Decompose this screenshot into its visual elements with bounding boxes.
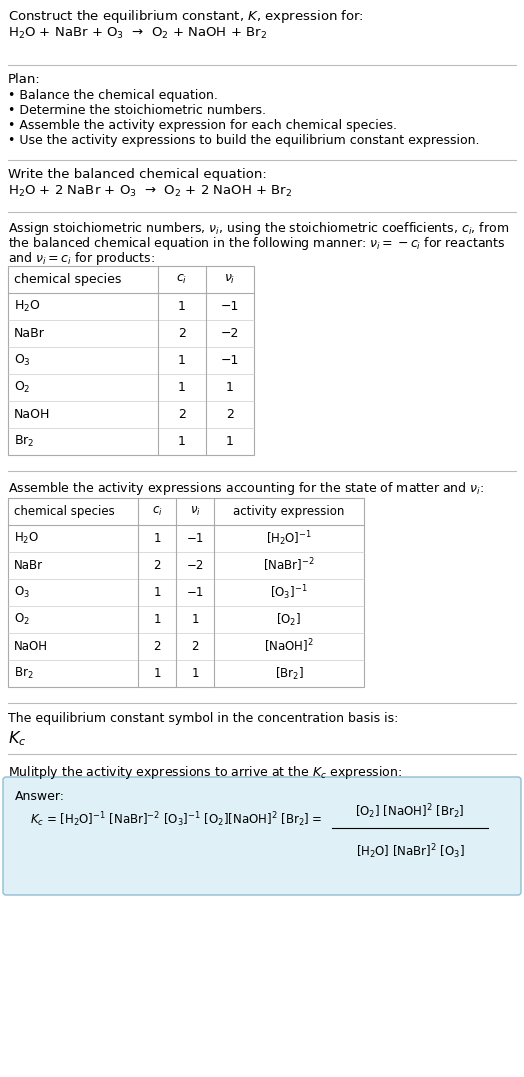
Text: 1: 1 <box>226 381 234 394</box>
Text: 2: 2 <box>191 640 199 653</box>
Text: 2: 2 <box>153 559 161 572</box>
Text: −1: −1 <box>221 354 239 367</box>
Text: 2: 2 <box>153 640 161 653</box>
Text: $\nu_i$: $\nu_i$ <box>224 272 236 286</box>
Text: O$_2$: O$_2$ <box>14 380 30 395</box>
Text: $\nu_i$: $\nu_i$ <box>190 505 200 518</box>
FancyBboxPatch shape <box>3 777 521 895</box>
Text: Br$_2$: Br$_2$ <box>14 666 34 681</box>
Text: 1: 1 <box>191 613 199 626</box>
Text: 1: 1 <box>153 586 161 599</box>
Text: • Balance the chemical equation.: • Balance the chemical equation. <box>8 89 218 102</box>
Text: [NaBr]$^{-2}$: [NaBr]$^{-2}$ <box>263 557 315 574</box>
Text: Construct the equilibrium constant, $K$, expression for:: Construct the equilibrium constant, $K$,… <box>8 8 364 25</box>
Text: The equilibrium constant symbol in the concentration basis is:: The equilibrium constant symbol in the c… <box>8 712 398 725</box>
Text: −1: −1 <box>187 532 204 545</box>
Text: O$_3$: O$_3$ <box>14 353 31 368</box>
Bar <box>8 266 254 454</box>
Text: NaOH: NaOH <box>14 640 48 653</box>
Text: 1: 1 <box>153 667 161 680</box>
Text: activity expression: activity expression <box>233 505 345 518</box>
Text: $c_i$: $c_i$ <box>151 505 162 518</box>
Text: 1: 1 <box>178 381 186 394</box>
Text: Br$_2$: Br$_2$ <box>14 434 35 449</box>
Text: 1: 1 <box>178 300 186 313</box>
Text: −2: −2 <box>221 327 239 340</box>
Text: 1: 1 <box>191 667 199 680</box>
Text: [H$_2$O] [NaBr]$^2$ [O$_3$]: [H$_2$O] [NaBr]$^2$ [O$_3$] <box>355 842 464 861</box>
Text: chemical species: chemical species <box>14 272 122 286</box>
Text: Assign stoichiometric numbers, $\nu_i$, using the stoichiometric coefficients, $: Assign stoichiometric numbers, $\nu_i$, … <box>8 220 509 237</box>
Text: • Assemble the activity expression for each chemical species.: • Assemble the activity expression for e… <box>8 118 397 132</box>
Text: [Br$_2$]: [Br$_2$] <box>275 666 303 682</box>
Text: $c_i$: $c_i$ <box>177 272 188 286</box>
Text: • Use the activity expressions to build the equilibrium constant expression.: • Use the activity expressions to build … <box>8 134 479 146</box>
Text: 2: 2 <box>226 408 234 421</box>
Text: −1: −1 <box>187 586 204 599</box>
Text: −2: −2 <box>187 559 204 572</box>
Text: $K_c$ = [H$_2$O]$^{-1}$ [NaBr]$^{-2}$ [O$_3$]$^{-1}$ [O$_2$][NaOH]$^2$ [Br$_2$] : $K_c$ = [H$_2$O]$^{-1}$ [NaBr]$^{-2}$ [O… <box>30 811 323 829</box>
Text: 1: 1 <box>226 435 234 448</box>
Text: [O$_2$]: [O$_2$] <box>277 612 302 628</box>
Text: 1: 1 <box>178 435 186 448</box>
Text: [O$_2$] [NaOH]$^2$ [Br$_2$]: [O$_2$] [NaOH]$^2$ [Br$_2$] <box>355 802 465 821</box>
Text: 2: 2 <box>178 327 186 340</box>
Text: −1: −1 <box>221 300 239 313</box>
Text: Plan:: Plan: <box>8 73 41 86</box>
Text: 2: 2 <box>178 408 186 421</box>
Text: O$_3$: O$_3$ <box>14 585 30 600</box>
Text: NaOH: NaOH <box>14 408 50 421</box>
Text: 1: 1 <box>153 532 161 545</box>
Text: H$_2$O + 2 NaBr + O$_3$  →  O$_2$ + 2 NaOH + Br$_2$: H$_2$O + 2 NaBr + O$_3$ → O$_2$ + 2 NaOH… <box>8 184 292 199</box>
Bar <box>8 498 364 687</box>
Text: Write the balanced chemical equation:: Write the balanced chemical equation: <box>8 168 267 181</box>
Text: [O$_3$]$^{-1}$: [O$_3$]$^{-1}$ <box>270 583 308 602</box>
Text: NaBr: NaBr <box>14 327 45 340</box>
Text: Answer:: Answer: <box>15 791 65 803</box>
Text: H$_2$O: H$_2$O <box>14 531 39 546</box>
Text: Mulitply the activity expressions to arrive at the $K_c$ expression:: Mulitply the activity expressions to arr… <box>8 764 402 781</box>
Text: H$_2$O + NaBr + O$_3$  →  O$_2$ + NaOH + Br$_2$: H$_2$O + NaBr + O$_3$ → O$_2$ + NaOH + B… <box>8 26 267 41</box>
Text: chemical species: chemical species <box>14 505 115 518</box>
Text: H$_2$O: H$_2$O <box>14 299 40 314</box>
Text: [H$_2$O]$^{-1}$: [H$_2$O]$^{-1}$ <box>266 529 312 548</box>
Text: 1: 1 <box>178 354 186 367</box>
Text: 1: 1 <box>153 613 161 626</box>
Text: • Determine the stoichiometric numbers.: • Determine the stoichiometric numbers. <box>8 104 266 117</box>
Text: the balanced chemical equation in the following manner: $\nu_i = -c_i$ for react: the balanced chemical equation in the fo… <box>8 235 506 252</box>
Text: and $\nu_i = c_i$ for products:: and $\nu_i = c_i$ for products: <box>8 250 155 267</box>
Text: Assemble the activity expressions accounting for the state of matter and $\nu_i$: Assemble the activity expressions accoun… <box>8 480 484 496</box>
Text: $K_c$: $K_c$ <box>8 729 26 747</box>
Text: O$_2$: O$_2$ <box>14 612 30 627</box>
Text: [NaOH]$^2$: [NaOH]$^2$ <box>264 638 314 655</box>
Text: NaBr: NaBr <box>14 559 43 572</box>
